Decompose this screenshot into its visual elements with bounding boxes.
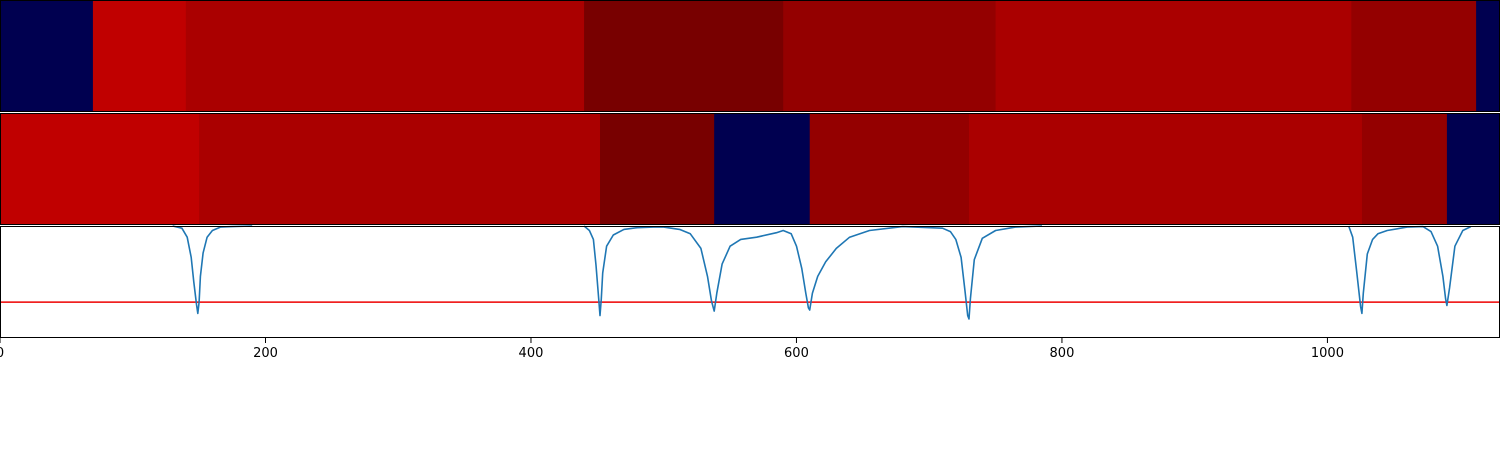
heatmap-segment-6: [969, 113, 1363, 225]
x-tick-label: 200: [253, 346, 278, 361]
x-axis: 0 200 400 600 800 1000: [0, 338, 1344, 361]
heatmap-segment-4: [584, 0, 784, 112]
heatmap-segment-1: [0, 0, 94, 112]
x-tick-label: 0: [0, 346, 4, 361]
heatmap-segment-7: [1361, 113, 1448, 225]
heatmap-segment-2: [199, 113, 601, 225]
heatmap-segment-8: [1476, 0, 1500, 112]
heatmap-segment-7: [1351, 0, 1477, 112]
heatmap-segment-5: [809, 113, 970, 225]
heatmap-segment-4: [714, 113, 811, 225]
heatmap-panel-top: [0, 0, 1500, 112]
x-tick-label: 600: [784, 346, 809, 361]
x-tick-label: 1000: [1311, 346, 1344, 361]
heatmap-segment-1: [0, 113, 200, 225]
line-panel-bottom: [0, 225, 1500, 338]
series-line-1: [172, 225, 1472, 320]
heatmap-panel-middle: [0, 113, 1500, 225]
plot-background: [0, 226, 1500, 338]
heatmap-segment-3: [185, 0, 585, 112]
heatmap-segment-2: [92, 0, 187, 112]
heatmap-segment-8: [1446, 113, 1500, 225]
heatmap-segment-3: [600, 113, 715, 225]
x-tick-label: 400: [519, 346, 544, 361]
x-tick-label: 800: [1050, 346, 1075, 361]
heatmap-segment-5: [783, 0, 997, 112]
heatmap-segment-6: [995, 0, 1352, 112]
